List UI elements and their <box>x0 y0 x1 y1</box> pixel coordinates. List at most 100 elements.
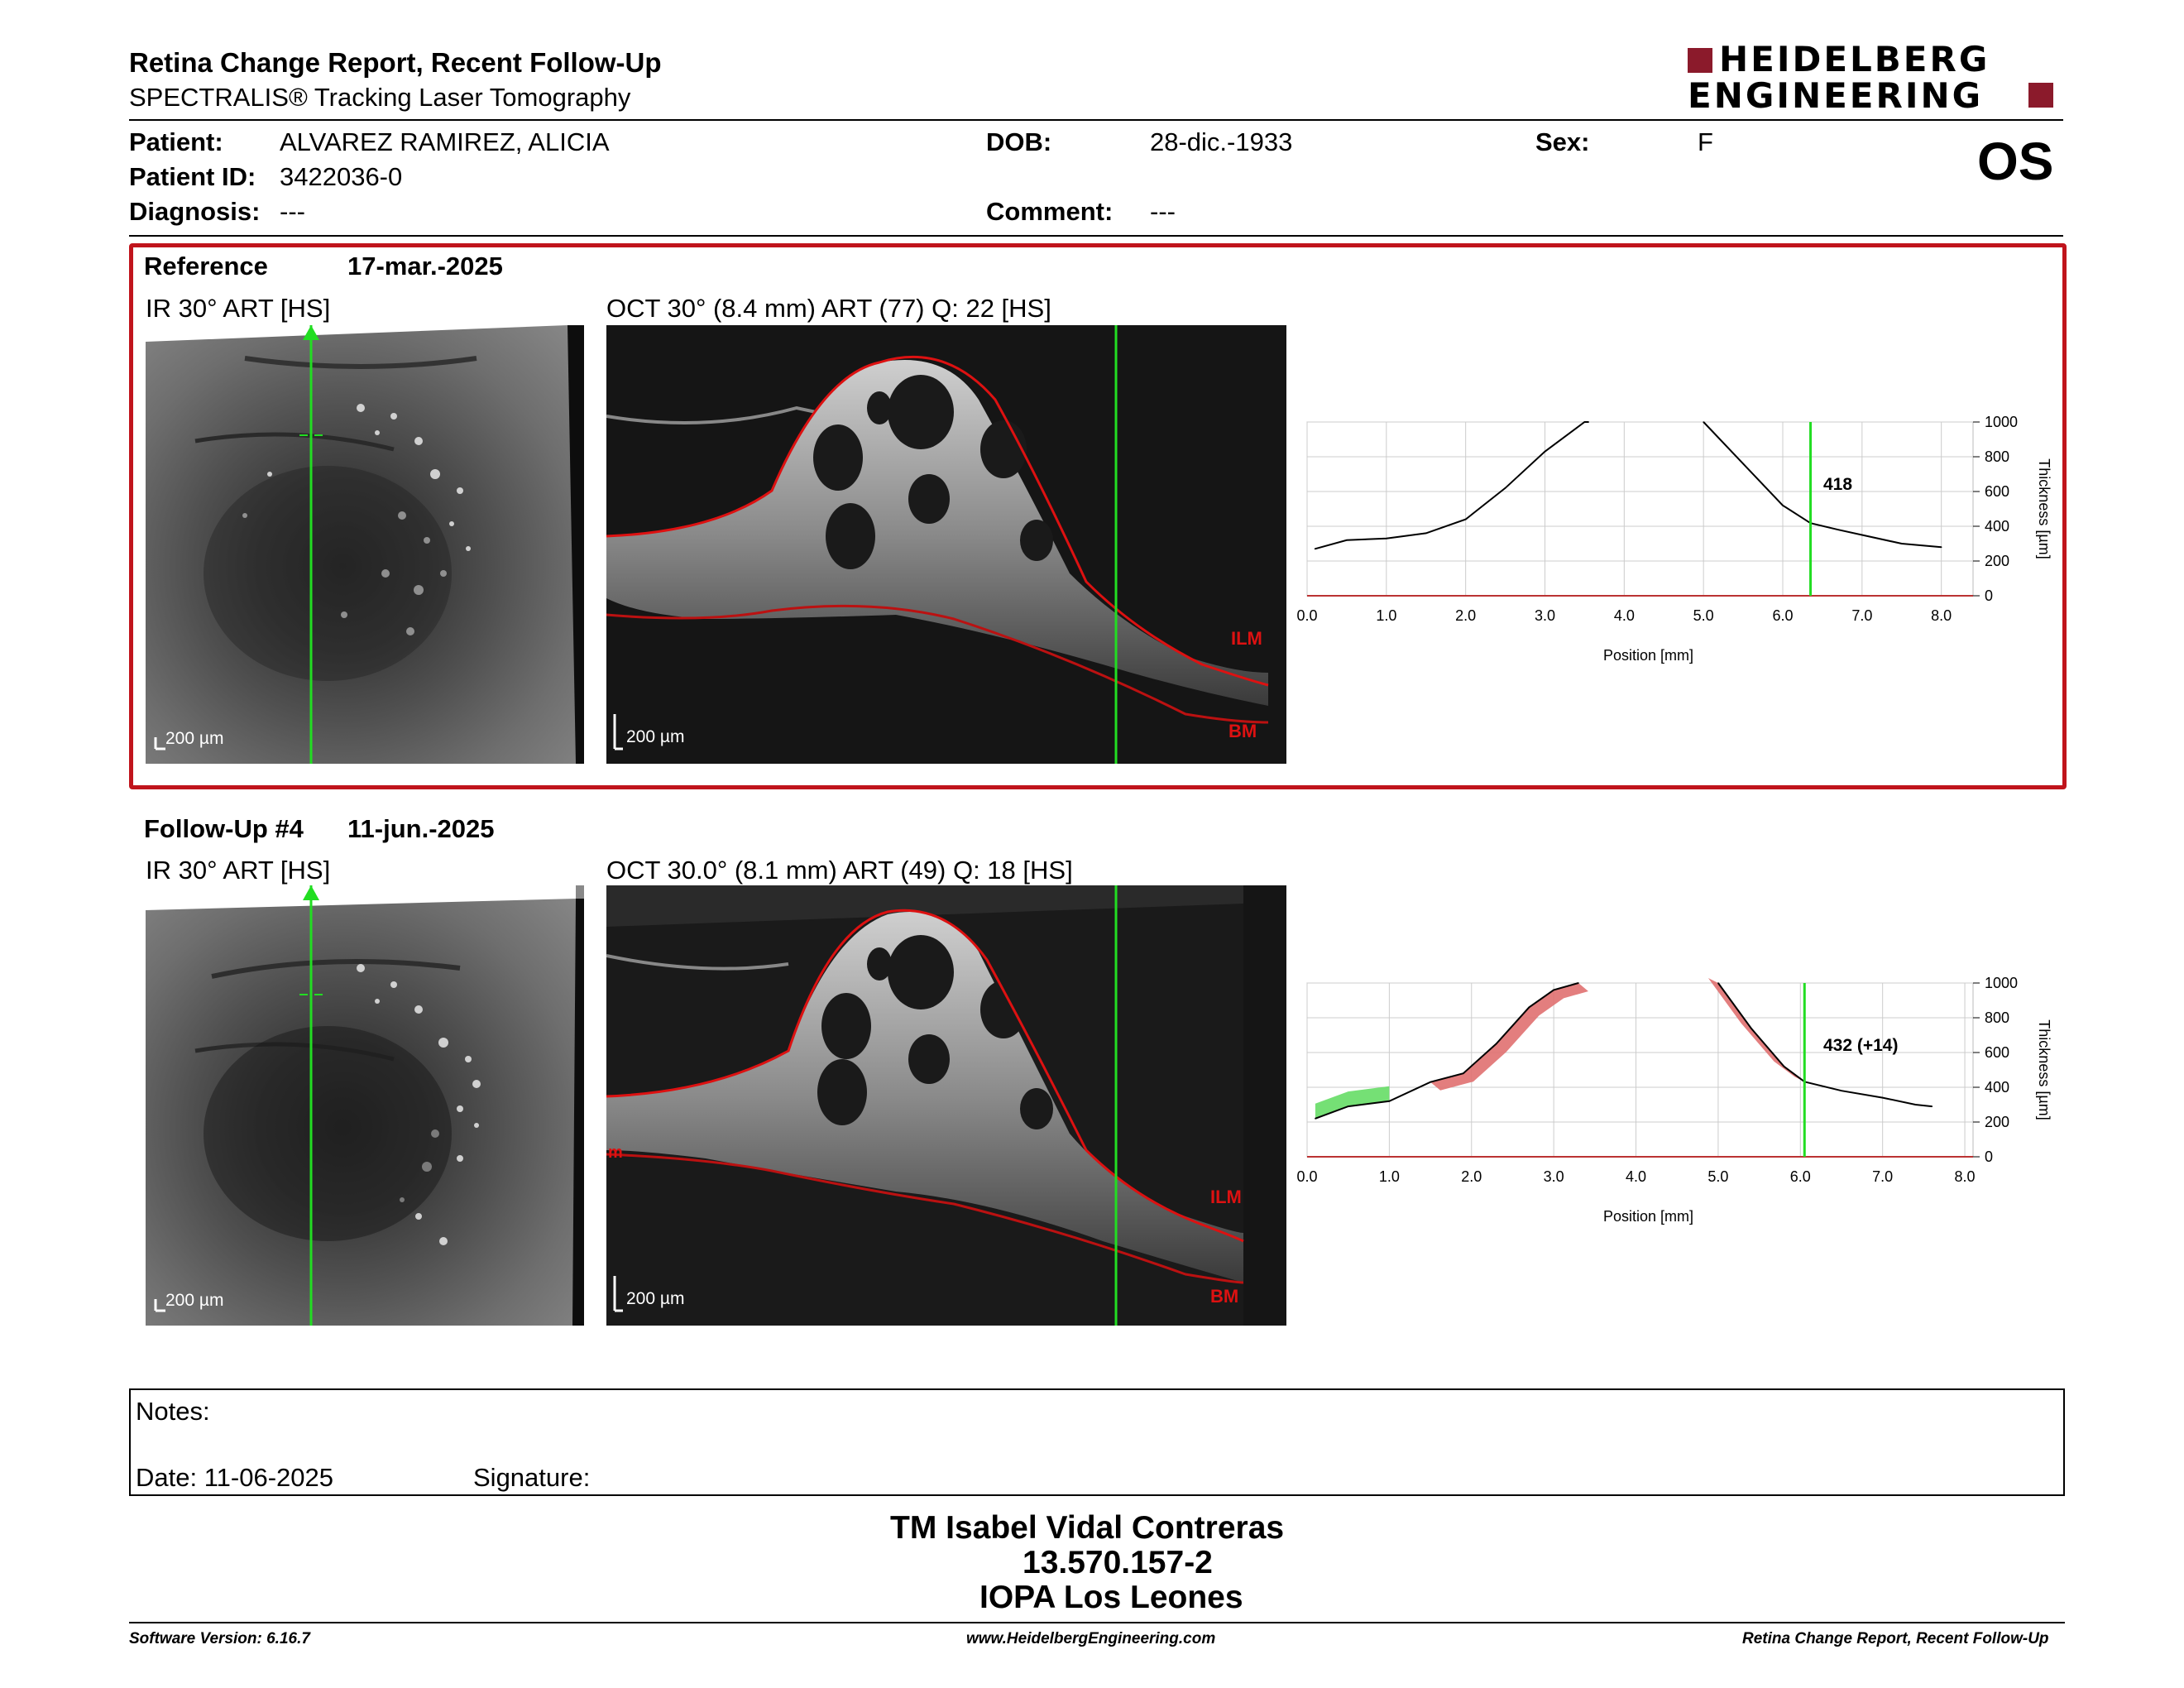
chart-point <box>1703 421 1704 423</box>
chart-point <box>1940 546 1942 548</box>
reference-frame <box>129 243 2067 789</box>
chart-point <box>1544 450 1546 453</box>
reference-label: Reference <box>144 252 268 281</box>
chart-point <box>1588 421 1590 423</box>
patient-name-label: Patient: <box>129 127 223 156</box>
reference-oct-bscan-image[interactable]: ILM BM 200 µm <box>606 325 1286 764</box>
notes-date: Date: 11-06-2025 <box>136 1463 333 1492</box>
notes-box[interactable]: Notes: Date: 11-06-2025 Signature: <box>129 1388 2065 1496</box>
logo-square-icon <box>1688 48 1712 73</box>
chart-point <box>1315 1118 1316 1120</box>
followup-thickness-value: 432 (+14) <box>1823 1036 1899 1055</box>
heidelberg-logo: HEIDELBERG ENGINEERING <box>1688 41 2068 116</box>
chart-point <box>1464 518 1467 520</box>
eye-indicator: OS <box>1977 132 2054 191</box>
chart-point <box>1504 487 1506 489</box>
report-subtitle: SPECTRALIS® Tracking Laser Tomography <box>129 83 631 112</box>
reference-ir-fundus-image[interactable]: 200 µm <box>146 325 584 764</box>
comment-label: Comment: <box>986 197 1114 226</box>
chart-xtick-label: 0.0 <box>1296 1168 1317 1185</box>
followup-bm-label: BM <box>1210 1286 1239 1307</box>
chart-decrease-area <box>1315 1086 1390 1119</box>
chart-xlabel: Position [mm] <box>1603 1208 1693 1225</box>
chart-xtick-label: 2.0 <box>1455 607 1476 624</box>
chart-point <box>1837 529 1839 530</box>
chart-series-line-1 <box>1717 982 1933 1108</box>
chart-point <box>1425 532 1427 535</box>
chart-xtick-label: 8.0 <box>1955 1168 1976 1185</box>
chart-ytick-label: 200 <box>1985 1114 2009 1130</box>
chart-ytick-label: 400 <box>1985 518 2009 535</box>
chart-xtick-label: 4.0 <box>1626 1168 1646 1185</box>
chart-xtick-label: 1.0 <box>1376 607 1396 624</box>
chart-xtick-label: 7.0 <box>1851 607 1872 624</box>
chart-ytick-label: 0 <box>1985 1149 1993 1165</box>
followup-oct-bscan-image[interactable]: m ILM BM 200 µm <box>606 885 1286 1326</box>
notes-label: Notes: <box>136 1397 210 1426</box>
chart-point <box>1931 1105 1933 1107</box>
followup-oct-title: OCT 30.0° (8.1 mm) ART (49) Q: 18 [HS] <box>606 856 1073 885</box>
patient-name: ALVAREZ RAMIREZ, ALICIA <box>280 127 610 156</box>
reference-oct-title: OCT 30° (8.4 mm) ART (77) Q: 22 [HS] <box>606 294 1051 323</box>
chart-point <box>1900 543 1903 544</box>
chart-ytick-label: 1000 <box>1985 414 2018 430</box>
comment-value: --- <box>1150 197 1176 226</box>
diagnosis-label: Diagnosis: <box>129 197 261 226</box>
followup-ilm-label: ILM <box>1210 1187 1242 1207</box>
signer-name: TM Isabel Vidal Contreras <box>890 1510 1285 1546</box>
chart-ytick-label: 600 <box>1985 1044 2009 1061</box>
chart-point <box>1347 1105 1349 1107</box>
chart-xlabel: Position [mm] <box>1603 647 1693 664</box>
chart-point <box>1553 989 1554 991</box>
reference-bm-label: BM <box>1228 721 1257 741</box>
diagnosis-value: --- <box>280 197 305 226</box>
followup-label: Follow-Up #4 <box>144 814 304 843</box>
chart-point <box>1463 1072 1464 1074</box>
signer-org: IOPA Los Leones <box>979 1580 1243 1615</box>
chart-xtick-label: 6.0 <box>1790 1168 1811 1185</box>
chart-point <box>1742 463 1744 465</box>
footer-report-name: Retina Change Report, Recent Follow-Up <box>1742 1630 2049 1647</box>
chart-xtick-label: 5.0 <box>1693 607 1714 624</box>
chart-xtick-label: 5.0 <box>1707 1168 1728 1185</box>
patient-id: 3422036-0 <box>280 162 403 191</box>
chart-ytick-label: 600 <box>1985 483 2009 500</box>
followup-ir-title: IR 30° ART [HS] <box>146 856 331 885</box>
chart-point <box>1717 982 1719 984</box>
patient-divider <box>129 235 2063 237</box>
reference-oct-scale-label: 200 µm <box>626 727 685 746</box>
chart-point <box>1578 982 1579 984</box>
followup-oct-scale-label: 200 µm <box>626 1289 685 1308</box>
dob-label: DOB: <box>986 127 1052 156</box>
logo-text-line1: HEIDELBERG <box>1719 39 1990 79</box>
sex-value: F <box>1698 127 1713 156</box>
chart-point <box>1495 1043 1497 1045</box>
followup-edge-label: m <box>608 1144 623 1162</box>
chart-ytick-label: 1000 <box>1985 975 2018 991</box>
chart-xtick-label: 6.0 <box>1772 607 1793 624</box>
footer-divider <box>129 1622 2065 1623</box>
signature-label: Signature: <box>473 1463 591 1492</box>
chart-xtick-label: 0.0 <box>1296 607 1317 624</box>
logo-text-line2: ENGINEERING <box>1688 75 1984 116</box>
chart-point <box>1528 1006 1530 1009</box>
chart-xtick-label: 3.0 <box>1544 1168 1564 1185</box>
chart-ylabel: Thickness [µm] <box>2036 1019 2052 1120</box>
chart-point <box>1346 539 1348 541</box>
chart-plot-area <box>1306 982 1974 1158</box>
chart-point <box>1881 1096 1884 1099</box>
reference-ilm-label: ILM <box>1231 628 1262 649</box>
chart-ytick-label: 800 <box>1985 1009 2009 1026</box>
chart-point <box>1782 505 1784 506</box>
chart-ytick-label: 0 <box>1985 587 1993 604</box>
chart-xtick-label: 7.0 <box>1872 1168 1893 1185</box>
followup-ir-fundus-image[interactable]: 200 µm <box>146 885 584 1326</box>
chart-point <box>1914 1104 1917 1105</box>
website-link[interactable]: www.HeidelbergEngineering.com <box>966 1630 1216 1647</box>
header-divider <box>129 119 2063 121</box>
followup-date: 11-jun.-2025 <box>347 814 495 843</box>
chart-point <box>1861 534 1863 536</box>
chart-increase-area <box>1430 983 1588 1091</box>
sex-label: Sex: <box>1535 127 1590 156</box>
chart-xtick-label: 8.0 <box>1931 607 1952 624</box>
